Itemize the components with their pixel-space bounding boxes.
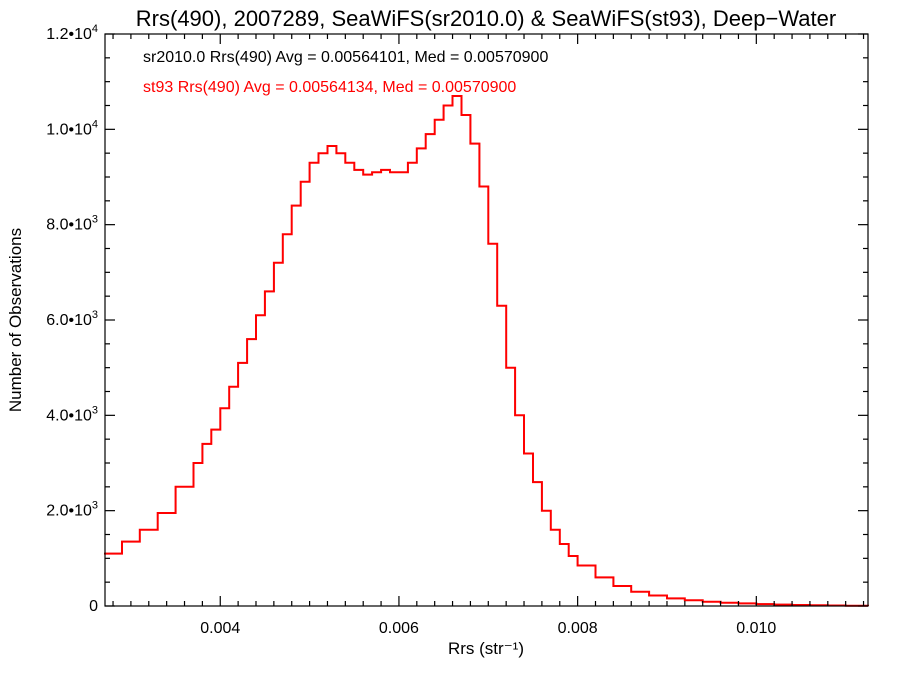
y-tick-label: 1.2•104 — [46, 23, 98, 43]
y-tick-label: 8.0•103 — [46, 214, 98, 234]
chart-title: Rrs(490), 2007289, SeaWiFS(sr2010.0) & S… — [136, 6, 836, 31]
series-line-sr20100 — [104, 95, 869, 607]
y-tick-label: 2.0•103 — [46, 500, 98, 520]
x-tick-label: 0.008 — [558, 620, 598, 637]
legend: sr2010.0 Rrs(490) Avg = 0.00564101, Med … — [143, 49, 548, 96]
y-tick-label: 4.0•103 — [46, 404, 98, 424]
x-tick-label: 0.004 — [200, 620, 240, 637]
y-tick-label: 6.0•103 — [46, 309, 98, 329]
x-tick-label: 0.006 — [379, 620, 419, 637]
x-tick-label: 0.010 — [736, 620, 776, 637]
y-tick-label: 1.0•104 — [46, 118, 98, 138]
series-layer — [104, 95, 869, 607]
plot-frame — [104, 33, 869, 607]
legend-entry-st93: st93 Rrs(490) Avg = 0.00564134, Med = 0.… — [143, 79, 516, 96]
y-axis-label: Number of Observations — [6, 228, 25, 412]
y-tick-label: 0 — [89, 598, 98, 615]
series-line-st93 — [104, 95, 869, 607]
x-axis-label: Rrs (str⁻¹) — [448, 639, 524, 658]
tick-layer: 0.004 0.006 0.008 0.010 0 2.0•103 4.0•103 6.0•1… — [46, 23, 868, 637]
legend-entry-sr2010: sr2010.0 Rrs(490) Avg = 0.00564101, Med … — [143, 49, 548, 66]
